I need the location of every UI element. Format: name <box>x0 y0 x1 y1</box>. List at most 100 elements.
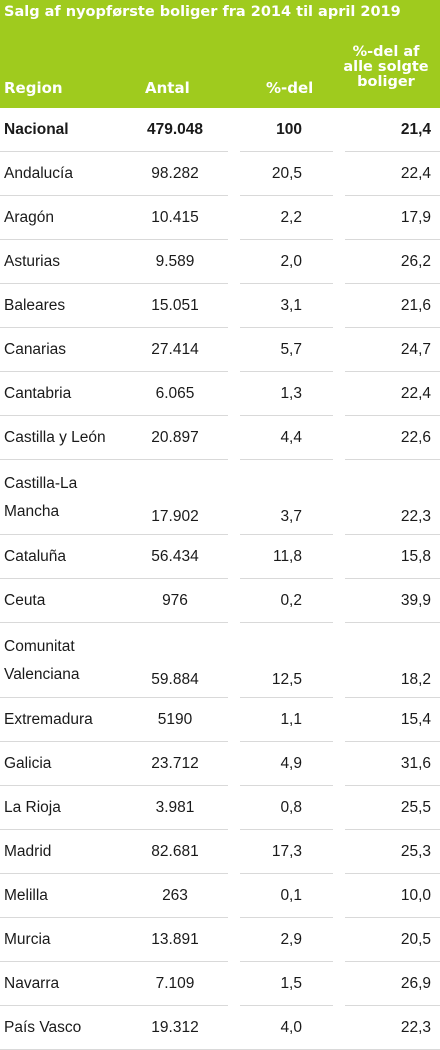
antal-cell: 59.884 <box>151 671 199 688</box>
table-header: Salg af nyopførste boliger fra 2014 til … <box>0 0 440 108</box>
share-cell: 22,4 <box>400 164 431 182</box>
share-cell: 15,4 <box>400 710 431 728</box>
pct-cell: 5,7 <box>280 340 302 358</box>
region-cell: Galicia <box>4 754 52 772</box>
antal-cell: 6.065 <box>155 384 195 402</box>
column-header-region: Region <box>4 79 63 97</box>
pct-cell: 12,5 <box>271 671 302 688</box>
column-gap <box>333 108 345 1025</box>
table-row: Comunitat Valenciana 59.884 12,5 18,2 <box>0 623 440 698</box>
antal-cell: 82.681 <box>151 842 199 860</box>
pct-cell: 1,3 <box>280 384 302 402</box>
pct-cell: 20,5 <box>271 164 302 182</box>
share-cell: 17,9 <box>400 208 431 226</box>
region-cell: La Rioja <box>4 798 61 816</box>
share-cell: 26,9 <box>400 974 431 992</box>
region-cell: Extremadura <box>4 710 93 728</box>
share-cell: 22,3 <box>400 1018 431 1036</box>
antal-cell: 263 <box>162 886 188 904</box>
region-cell: País Vasco <box>4 1018 82 1036</box>
table-title: Salg af nyopførste boliger fra 2014 til … <box>4 4 401 20</box>
table-row: Madrid 82.681 17,3 25,3 <box>0 830 440 874</box>
column-header-share: %-del af alle solgte boliger <box>343 44 429 90</box>
share-cell: 10,0 <box>400 886 431 904</box>
antal-cell: 9.589 <box>155 252 195 270</box>
antal-cell: 13.891 <box>151 930 199 948</box>
region-cell: Aragón <box>4 208 54 226</box>
share-cell: 21,6 <box>400 296 431 314</box>
antal-cell: 479.048 <box>146 120 204 138</box>
antal-cell: 19.312 <box>151 1018 199 1036</box>
share-cell: 15,8 <box>400 547 431 565</box>
column-gap <box>228 108 240 1025</box>
table-row: Murcia 13.891 2,9 20,5 <box>0 918 440 962</box>
table-row: Nacional 479.048 100 21,4 <box>0 108 440 152</box>
pct-cell: 4,0 <box>280 1018 302 1036</box>
region-cell: Melilla <box>4 886 48 904</box>
share-cell: 39,9 <box>400 591 431 609</box>
antal-cell: 10.415 <box>151 208 199 226</box>
pct-cell: 17,3 <box>271 842 302 860</box>
antal-cell: 15.051 <box>151 296 199 314</box>
table-row: Canarias 27.414 5,7 24,7 <box>0 328 440 372</box>
pct-cell: 0,2 <box>280 591 302 609</box>
share-cell: 21,4 <box>400 120 431 138</box>
antal-cell: 20.897 <box>151 428 199 446</box>
region-cell: Comunitat Valenciana <box>4 638 80 683</box>
table-row: Navarra 7.109 1,5 26,9 <box>0 962 440 1006</box>
share-cell: 20,5 <box>400 930 431 948</box>
table-row: Baleares 15.051 3,1 21,6 <box>0 284 440 328</box>
region-cell: Castilla y León <box>4 428 106 446</box>
pct-cell: 0,8 <box>280 798 302 816</box>
antal-cell: 17.902 <box>151 508 199 525</box>
share-cell: 22,4 <box>400 384 431 402</box>
pct-cell: 3,1 <box>280 296 302 314</box>
antal-cell: 98.282 <box>151 164 199 182</box>
region-cell: Ceuta <box>4 591 46 609</box>
pct-cell: 1,1 <box>280 710 302 728</box>
share-cell: 25,5 <box>400 798 431 816</box>
share-cell: 22,3 <box>400 508 431 525</box>
pct-cell: 4,9 <box>280 754 302 772</box>
region-cell: Nacional <box>4 120 69 138</box>
table-row: Castilla-La Mancha 17.902 3,7 22,3 <box>0 460 440 535</box>
antal-cell: 3.981 <box>155 798 195 816</box>
region-cell: Canarias <box>4 340 67 358</box>
antal-cell: 7.109 <box>155 974 195 992</box>
pct-cell: 2,2 <box>280 208 302 226</box>
table-row: País Vasco 19.312 4,0 22,3 <box>0 1006 440 1050</box>
share-cell: 18,2 <box>400 671 431 688</box>
antal-cell: 27.414 <box>151 340 199 358</box>
table-row: Melilla 263 0,1 10,0 <box>0 874 440 918</box>
region-cell: Baleares <box>4 296 66 314</box>
region-cell: Navarra <box>4 974 60 992</box>
region-cell: Murcia <box>4 930 51 948</box>
pct-cell: 0,1 <box>280 886 302 904</box>
pct-cell: 3,7 <box>280 508 302 525</box>
region-cell: Andalucía <box>4 164 73 182</box>
pct-cell: 4,4 <box>280 428 302 446</box>
table-row: La Rioja 3.981 0,8 25,5 <box>0 786 440 830</box>
pct-cell: 2,9 <box>280 930 302 948</box>
table-row: Aragón 10.415 2,2 17,9 <box>0 196 440 240</box>
table-row: Asturias 9.589 2,0 26,2 <box>0 240 440 284</box>
region-cell: Madrid <box>4 842 52 860</box>
pct-cell: 100 <box>276 120 302 138</box>
share-cell: 26,2 <box>400 252 431 270</box>
antal-cell: 56.434 <box>151 547 199 565</box>
antal-cell: 976 <box>162 591 188 609</box>
table-row: Extremadura 5190 1,1 15,4 <box>0 698 440 742</box>
column-header-antal: Antal <box>145 79 190 97</box>
antal-cell: 23.712 <box>151 754 199 772</box>
column-header-pct: %-del <box>266 79 314 97</box>
region-cell: Cantabria <box>4 384 72 402</box>
share-cell: 25,3 <box>400 842 431 860</box>
region-cell: Cataluña <box>4 547 67 565</box>
table-row: Cantabria 6.065 1,3 22,4 <box>0 372 440 416</box>
share-cell: 22,6 <box>400 428 431 446</box>
pct-cell: 11,8 <box>272 547 302 565</box>
region-cell: Castilla-La Mancha <box>4 475 78 520</box>
share-cell: 31,6 <box>400 754 431 772</box>
antal-cell: 5190 <box>157 710 193 728</box>
table-row: Galicia 23.712 4,9 31,6 <box>0 742 440 786</box>
